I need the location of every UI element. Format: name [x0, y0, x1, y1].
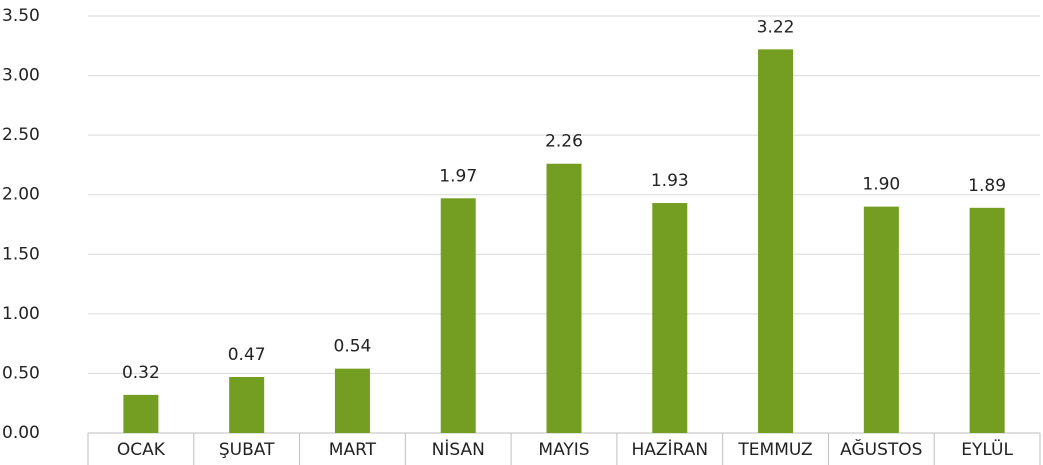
y-tick-label: 3.50: [2, 6, 40, 26]
x-tick-label: ŞUBAT: [219, 440, 275, 460]
data-label: 0.54: [334, 337, 372, 357]
y-tick-label: 2.50: [2, 125, 40, 145]
x-tick-label: MAYIS: [538, 440, 589, 460]
data-label: 1.89: [968, 176, 1006, 196]
x-tick-label: OCAK: [117, 440, 166, 460]
bar: [652, 203, 688, 433]
y-tick-label: 0.50: [2, 363, 40, 383]
x-tick-label: NİSAN: [432, 439, 485, 460]
bar: [758, 49, 794, 434]
data-label: 1.90: [862, 175, 900, 195]
y-tick-label: 0.00: [2, 423, 40, 443]
x-tick-label: MART: [329, 440, 377, 460]
bar: [863, 206, 899, 433]
data-label: 2.26: [545, 132, 583, 152]
data-label: 0.32: [122, 363, 160, 383]
data-label: 3.22: [757, 17, 795, 37]
y-tick-label: 1.50: [2, 244, 40, 264]
bar: [969, 207, 1005, 433]
data-label: 1.97: [439, 166, 477, 186]
x-tick-label: AĞUSTOS: [840, 438, 922, 460]
bar: [334, 368, 370, 433]
bar: [546, 163, 582, 434]
y-tick-label: 1.00: [2, 304, 40, 324]
bar: [440, 198, 476, 433]
x-tick-label: HAZİRAN: [632, 439, 709, 460]
x-tick-label: TEMMUZ: [737, 440, 812, 460]
y-tick-label: 3.00: [2, 66, 40, 86]
data-label: 1.93: [651, 171, 689, 191]
y-tick-label: 2.00: [2, 185, 40, 205]
bar: [229, 377, 265, 433]
bar: [123, 394, 159, 433]
x-tick-label: EYLÜL: [961, 438, 1013, 460]
data-label: 0.47: [228, 345, 266, 365]
